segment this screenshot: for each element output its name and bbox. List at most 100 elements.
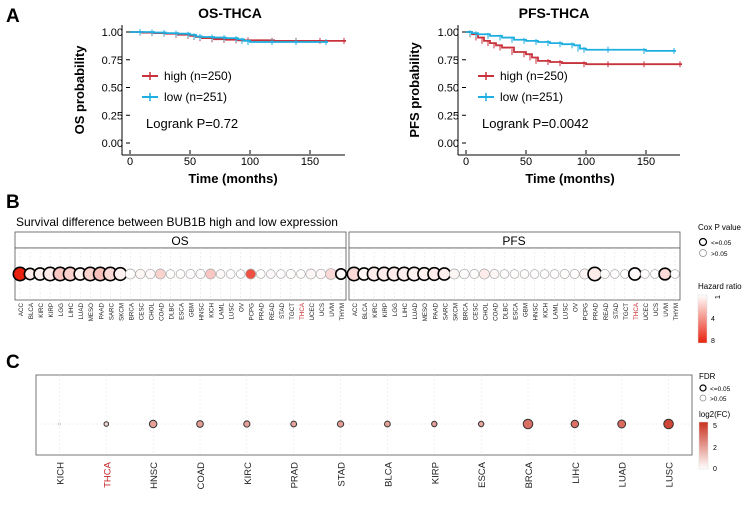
b-pfs-marks-bubble-ucs xyxy=(650,269,660,279)
b-pfs-marks-label-esca: ESCA xyxy=(513,302,520,320)
b-pfs-marks-label-blca: BLCA xyxy=(362,302,369,319)
km-pfs-curve-high xyxy=(466,31,682,66)
hr-tick-4: 4 xyxy=(711,316,715,323)
b-pfs-marks-label-laml: LAML xyxy=(553,302,560,319)
km-pfs-ylabel: PFS probability xyxy=(407,42,422,138)
km-os-legend-low: low (n=251) xyxy=(164,90,227,104)
b-pfs-marks-bubble-hnsc xyxy=(529,269,540,279)
b-pfs-marks-bubble-esca xyxy=(509,269,520,279)
km-pfs-curve-low xyxy=(466,31,676,52)
km-os-ytick-label: 0.25 xyxy=(102,110,123,122)
b-pfs-marks-label-coad: COAD xyxy=(492,302,499,320)
b-pfs-marks-label-ucs: UCS xyxy=(653,303,660,316)
panel-label-c: C xyxy=(6,352,20,373)
c-label-lihc: LIHC xyxy=(571,462,582,484)
b-os-marks-label-hnsc: HNSC xyxy=(199,302,206,320)
b-os-marks-bubble-ov xyxy=(235,269,246,279)
expression-bubble-chart: KICH THCA HNSC COAD KIRC PRAD STAD BLCA KIRP ESCA… xyxy=(35,372,731,489)
b-pfs-marks-label-kirc: KIRC xyxy=(372,302,379,317)
km-pfs-ytick-label: 0.25 xyxy=(438,110,459,122)
cox-legend-ns: >0.05 xyxy=(711,251,728,258)
b-os-marks-label-coad: COAD xyxy=(158,302,165,320)
b-os-marks-label-meso: MESO xyxy=(88,303,95,321)
c-label-kich: KICH xyxy=(55,462,66,485)
survival-bubble-chart: Survival difference between BUB1B high a… xyxy=(12,215,742,345)
panel-label-b: B xyxy=(6,192,20,213)
survival-title: Survival difference between BUB1B high a… xyxy=(16,215,338,229)
b-os-marks-label-thym: THYM xyxy=(339,303,346,321)
fc-legend-title: log2(FC) xyxy=(699,410,730,419)
c-bubble-lihc xyxy=(570,419,580,429)
b-os-marks-label-dlbc: DLBC xyxy=(168,302,175,319)
cox-legend-sig-key xyxy=(698,237,708,247)
b-os-marks-label-kirc: KIRC xyxy=(38,302,45,317)
b-os-marks-label-ov: OV xyxy=(239,302,246,312)
b-os-marks-bubble-dlbc xyxy=(165,269,176,279)
km-pfs-chart: PFS-THCA 0.000.250.500.751.00 0 50 100 150 … xyxy=(407,5,682,186)
b-pfs-marks-bubble-ov xyxy=(569,269,580,279)
b-os-marks-label-prad: PRAD xyxy=(259,302,266,320)
b-os-marks-label-skcm: SKCM xyxy=(118,303,125,321)
b-pfs-marks-label-acc: ACC xyxy=(352,302,359,316)
c-label-kirp: KIRP xyxy=(430,462,441,484)
km-pfs-xtick-label: 50 xyxy=(520,156,532,168)
km-pfs-ytick-label: 0.50 xyxy=(438,83,459,95)
b-pfs-marks-label-skcm: SKCM xyxy=(452,303,459,321)
cox-legend-sig: <=0.05 xyxy=(711,240,732,247)
hr-colorbar xyxy=(697,294,708,344)
fc-tick-2: 2 xyxy=(713,445,717,452)
hr-tick-1: 1 xyxy=(715,295,722,299)
b-pfs-marks-bubble-cesc xyxy=(469,269,480,279)
b-pfs-marks-bubble-uvm xyxy=(658,267,672,281)
c-bubble-kirp xyxy=(431,420,438,428)
b-os-marks-label-chol: CHOL xyxy=(148,302,155,320)
b-os-marks-label-blca: BLCA xyxy=(28,302,35,319)
b-pfs-marks-label-uvm: UVM xyxy=(663,303,670,317)
b-pfs-marks-bubble-prad xyxy=(587,266,603,282)
b-pfs-marks-bubble-brca xyxy=(459,268,470,280)
b-os-marks-bubble-gbm xyxy=(185,269,196,279)
cox-legend-title: Cox P value xyxy=(698,223,742,232)
b-os-marks-bubble-prad xyxy=(256,269,266,279)
b-os-marks-label-lusc: LUSC xyxy=(229,302,236,319)
b-pfs-marks-bubble-read xyxy=(599,269,610,279)
b-pfs-marks-label-lihc: LIHC xyxy=(402,302,409,317)
b-pfs-marks-label-pcpg: PCPG xyxy=(583,303,590,321)
b-pfs-marks-bubble-chol xyxy=(479,268,490,280)
b-pfs-marks-label-luad: LUAD xyxy=(412,302,419,319)
b-os-marks-label-ucec: UCEC xyxy=(309,302,316,320)
b-pfs-marks-label-gbm: GBM xyxy=(523,303,530,317)
b-os-marks-bubble-cesc xyxy=(135,268,146,280)
b-pfs-marks-bubble-ucec xyxy=(640,269,650,279)
fdr-legend-ns-key xyxy=(699,394,707,402)
km-pfs-xlabel: Time (months) xyxy=(525,171,614,186)
b-pfs-marks-label-prad: PRAD xyxy=(593,302,600,320)
c-bubble-luad xyxy=(617,419,627,429)
b-pfs-marks-label-ov: OV xyxy=(573,302,580,312)
b-os-marks-label-luad: LUAD xyxy=(78,302,85,319)
b-pfs-marks-label-brca: BRCA xyxy=(462,302,469,320)
km-pfs-xtick-label: 0 xyxy=(463,156,469,168)
b-os-marks-label-lihc: LIHC xyxy=(68,302,75,317)
b-os-marks-label-uvm: UVM xyxy=(329,303,336,317)
c-bubble-stad xyxy=(336,420,345,428)
km-os-xtick-label: 150 xyxy=(301,156,319,168)
c-label-prad: PRAD xyxy=(290,462,301,489)
cox-legend-ns-key xyxy=(699,249,707,257)
b-os-marks-label-read: READ xyxy=(269,302,276,320)
b-os-marks-label-sarc: SARC xyxy=(108,302,115,320)
b-pfs-marks-label-cesc: CESC xyxy=(472,302,479,320)
km-os-ytick-label: 1.00 xyxy=(102,27,123,39)
b-os-marks-bubble-pcpg xyxy=(245,268,257,280)
hr-legend-title: Hazard ratio xyxy=(698,282,742,291)
fc-colorbar xyxy=(698,421,709,470)
b-os-marks-bubble-stad xyxy=(276,269,286,279)
km-os-xlabel: Time (months) xyxy=(188,171,277,186)
b-os-marks-label-lgg: LGG xyxy=(58,303,65,316)
b-pfs-marks-label-lgg: LGG xyxy=(392,303,399,316)
km-os-ylabel: OS probability xyxy=(72,45,87,135)
b-os-marks-bubble-thca xyxy=(296,269,306,279)
fdr-legend-sig: <=0.05 xyxy=(710,386,731,393)
hr-tick-8: 8 xyxy=(711,338,715,345)
